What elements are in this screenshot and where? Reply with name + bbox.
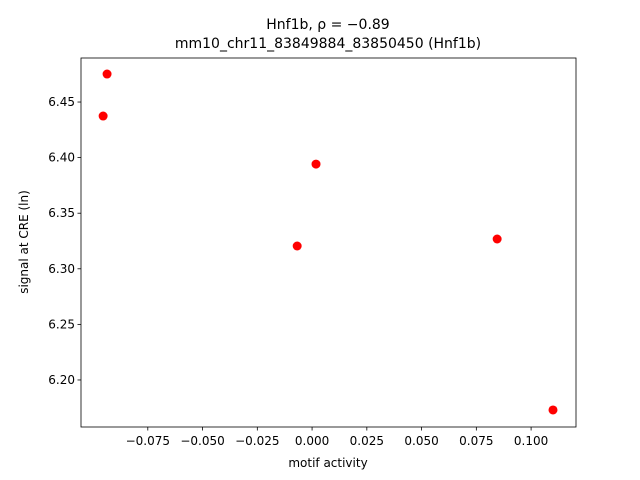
point	[311, 159, 321, 169]
point	[98, 111, 108, 121]
y-tick-label: 6.20	[48, 373, 75, 387]
x-tick-label: 0.000	[295, 434, 329, 448]
point	[102, 69, 112, 79]
y-tick-label: 6.40	[48, 151, 75, 165]
y-axis-label: signal at CRE (ln)	[17, 190, 31, 294]
point	[548, 405, 558, 415]
x-tick-label: 0.050	[404, 434, 438, 448]
point	[292, 241, 302, 251]
x-tick-label: 0.100	[514, 434, 548, 448]
x-tick-label: 0.075	[459, 434, 493, 448]
x-tick-label: −0.050	[180, 434, 224, 448]
x-tick-label: −0.025	[235, 434, 279, 448]
point	[492, 234, 502, 244]
y-tick-label: 6.45	[48, 95, 75, 109]
x-tick-label: −0.075	[126, 434, 170, 448]
y-tick-label: 6.30	[48, 262, 75, 276]
chart-subtitle: mm10_chr11_83849884_83850450 (Hnf1b)	[175, 36, 481, 52]
y-tick-label: 6.25	[48, 317, 75, 331]
plot-frame	[80, 57, 577, 428]
y-tick-label: 6.35	[48, 206, 75, 220]
x-axis-label: motif activity	[288, 456, 367, 470]
x-tick-label: 0.025	[350, 434, 384, 448]
chart-title: Hnf1b, ρ = −0.89	[266, 17, 389, 33]
